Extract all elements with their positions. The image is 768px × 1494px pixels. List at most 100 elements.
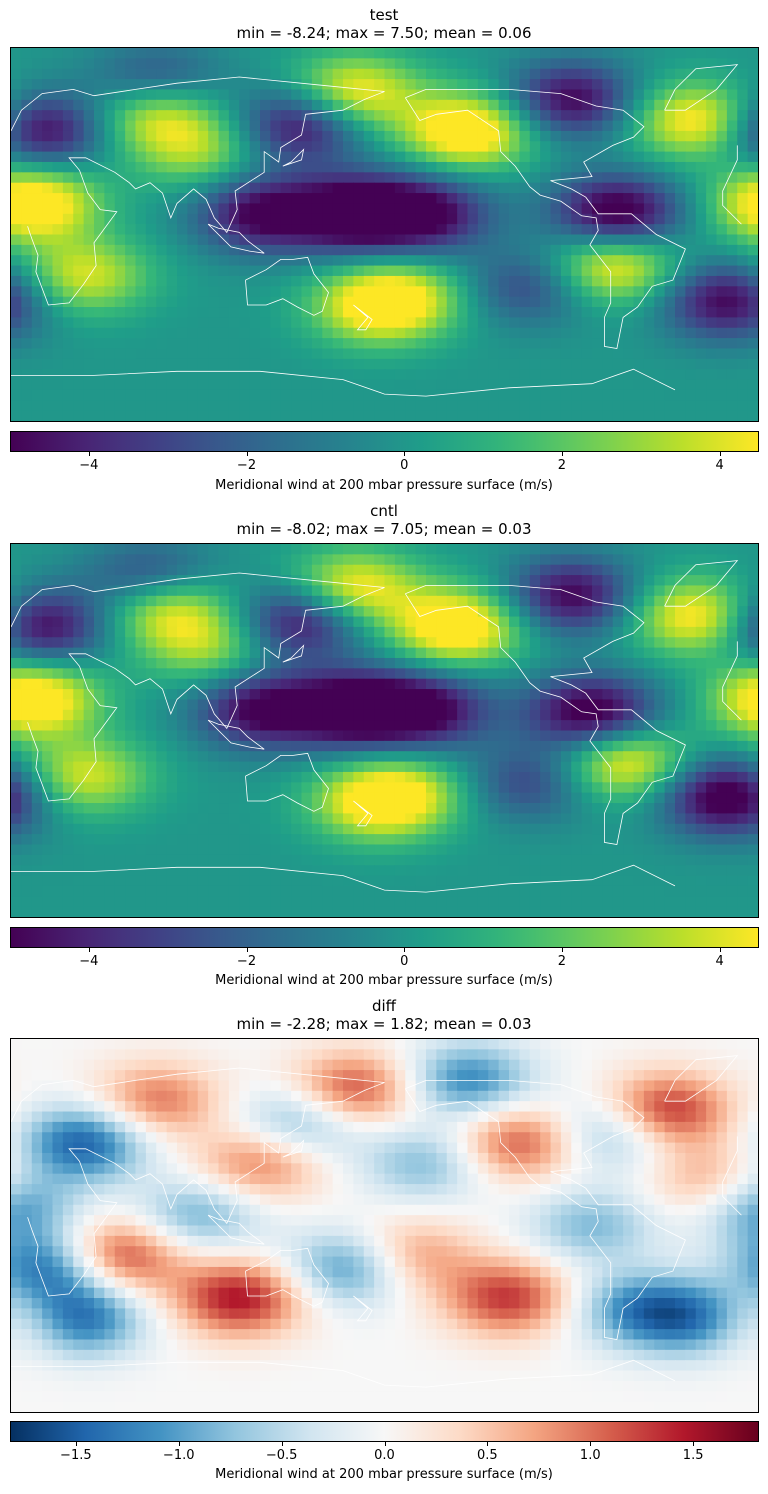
heatmap-cell: [42, 616, 54, 628]
heatmap-cell: [21, 182, 33, 194]
heatmap-cell: [726, 823, 738, 835]
heatmap-cell: [114, 275, 126, 287]
heatmap-cell: [581, 379, 593, 391]
heatmap-cell: [363, 865, 375, 877]
heatmap-cell: [374, 792, 386, 804]
heatmap-cell: [706, 141, 718, 153]
heatmap-cell: [52, 740, 64, 752]
heatmap-cell: [633, 234, 645, 246]
heatmap-cell: [21, 193, 33, 205]
heatmap-cell: [457, 68, 469, 80]
heatmap-cell: [73, 823, 85, 835]
heatmap-cell: [343, 99, 354, 111]
heatmap-cell: [716, 389, 728, 401]
heatmap-cell: [374, 110, 386, 122]
heatmap-cell: [249, 544, 261, 555]
heatmap-cell: [114, 657, 126, 669]
heatmap-cell: [477, 244, 489, 256]
heatmap-cell: [498, 792, 510, 804]
heatmap-cell: [228, 865, 240, 877]
heatmap-cell: [31, 317, 43, 329]
heatmap-cell: [664, 265, 676, 277]
heatmap-cell: [571, 79, 583, 91]
heatmap-cell: [529, 699, 541, 711]
heatmap-cell: [353, 751, 365, 763]
heatmap-cell: [623, 275, 635, 287]
heatmap-cell: [208, 823, 220, 835]
heatmap-cell: [343, 865, 354, 877]
heatmap-cell: [11, 554, 22, 566]
heatmap-cell: [457, 265, 469, 277]
heatmap-cell: [301, 234, 313, 246]
heatmap-cell: [42, 771, 54, 783]
heatmap-cell: [675, 182, 686, 194]
heatmap-cell: [529, 740, 541, 752]
heatmap-cell: [62, 193, 74, 205]
heatmap-cell: [332, 89, 344, 101]
heatmap-cell: [394, 389, 406, 401]
heatmap-cell: [550, 875, 562, 887]
heatmap-cell: [363, 792, 375, 804]
heatmap-cell: [394, 379, 406, 391]
heatmap-cell: [218, 110, 230, 122]
heatmap-cell: [291, 875, 303, 887]
heatmap-cell: [633, 141, 645, 153]
heatmap-cell: [602, 554, 614, 566]
heatmap-cell: [145, 358, 157, 370]
heatmap-cell: [643, 48, 655, 59]
heatmap-cell: [73, 595, 85, 607]
heatmap-cell: [166, 110, 178, 122]
heatmap-cell: [415, 213, 427, 225]
heatmap-cell: [62, 48, 74, 59]
heatmap-cell: [270, 307, 282, 318]
heatmap-cell: [477, 99, 489, 111]
heatmap-cell: [737, 317, 749, 329]
heatmap-cell: [187, 803, 199, 814]
heatmap-cell: [384, 689, 396, 701]
heatmap-cell: [446, 865, 458, 877]
heatmap-cell: [322, 369, 334, 381]
heatmap-cell: [114, 720, 126, 732]
heatmap-cell: [343, 854, 354, 866]
heatmap-cell: [571, 275, 583, 287]
heatmap-cell: [83, 616, 95, 628]
heatmap-cell: [509, 720, 520, 732]
heatmap-cell: [477, 585, 489, 597]
heatmap-cell: [156, 823, 168, 835]
heatmap-cell: [135, 803, 147, 814]
heatmap-cell: [405, 751, 417, 763]
heatmap-cell: [477, 730, 489, 742]
heatmap-cell: [260, 400, 271, 412]
heatmap-cell: [477, 110, 489, 122]
heatmap-cell: [322, 317, 334, 329]
heatmap-cell: [114, 410, 126, 421]
heatmap-cell: [675, 823, 686, 835]
heatmap-cell: [623, 193, 635, 205]
heatmap-cell: [592, 554, 603, 566]
heatmap-cell: [208, 410, 220, 421]
heatmap-cell: [21, 79, 33, 91]
heatmap-cell: [322, 151, 334, 163]
heatmap-cell: [436, 151, 448, 163]
heatmap-cell: [73, 400, 85, 412]
heatmap-cell: [498, 616, 510, 628]
heatmap-cell: [581, 286, 593, 298]
heatmap-cell: [228, 575, 240, 587]
heatmap-cell: [695, 637, 707, 649]
heatmap-cell: [571, 595, 583, 607]
heatmap-cell: [426, 161, 437, 173]
heatmap-cell: [280, 389, 292, 401]
heatmap-cell: [550, 348, 562, 360]
heatmap-cell: [11, 120, 22, 132]
heatmap-cell: [301, 255, 313, 267]
heatmap-cell: [726, 358, 738, 370]
heatmap-cell: [550, 813, 562, 825]
heatmap-cell: [135, 792, 147, 804]
heatmap-cell: [260, 823, 271, 835]
heatmap-cell: [654, 224, 666, 236]
heatmap-cell: [664, 813, 676, 825]
heatmap-cell: [737, 720, 749, 732]
heatmap-cell: [239, 751, 251, 763]
heatmap-cell: [228, 834, 240, 846]
heatmap-cell: [716, 317, 728, 329]
